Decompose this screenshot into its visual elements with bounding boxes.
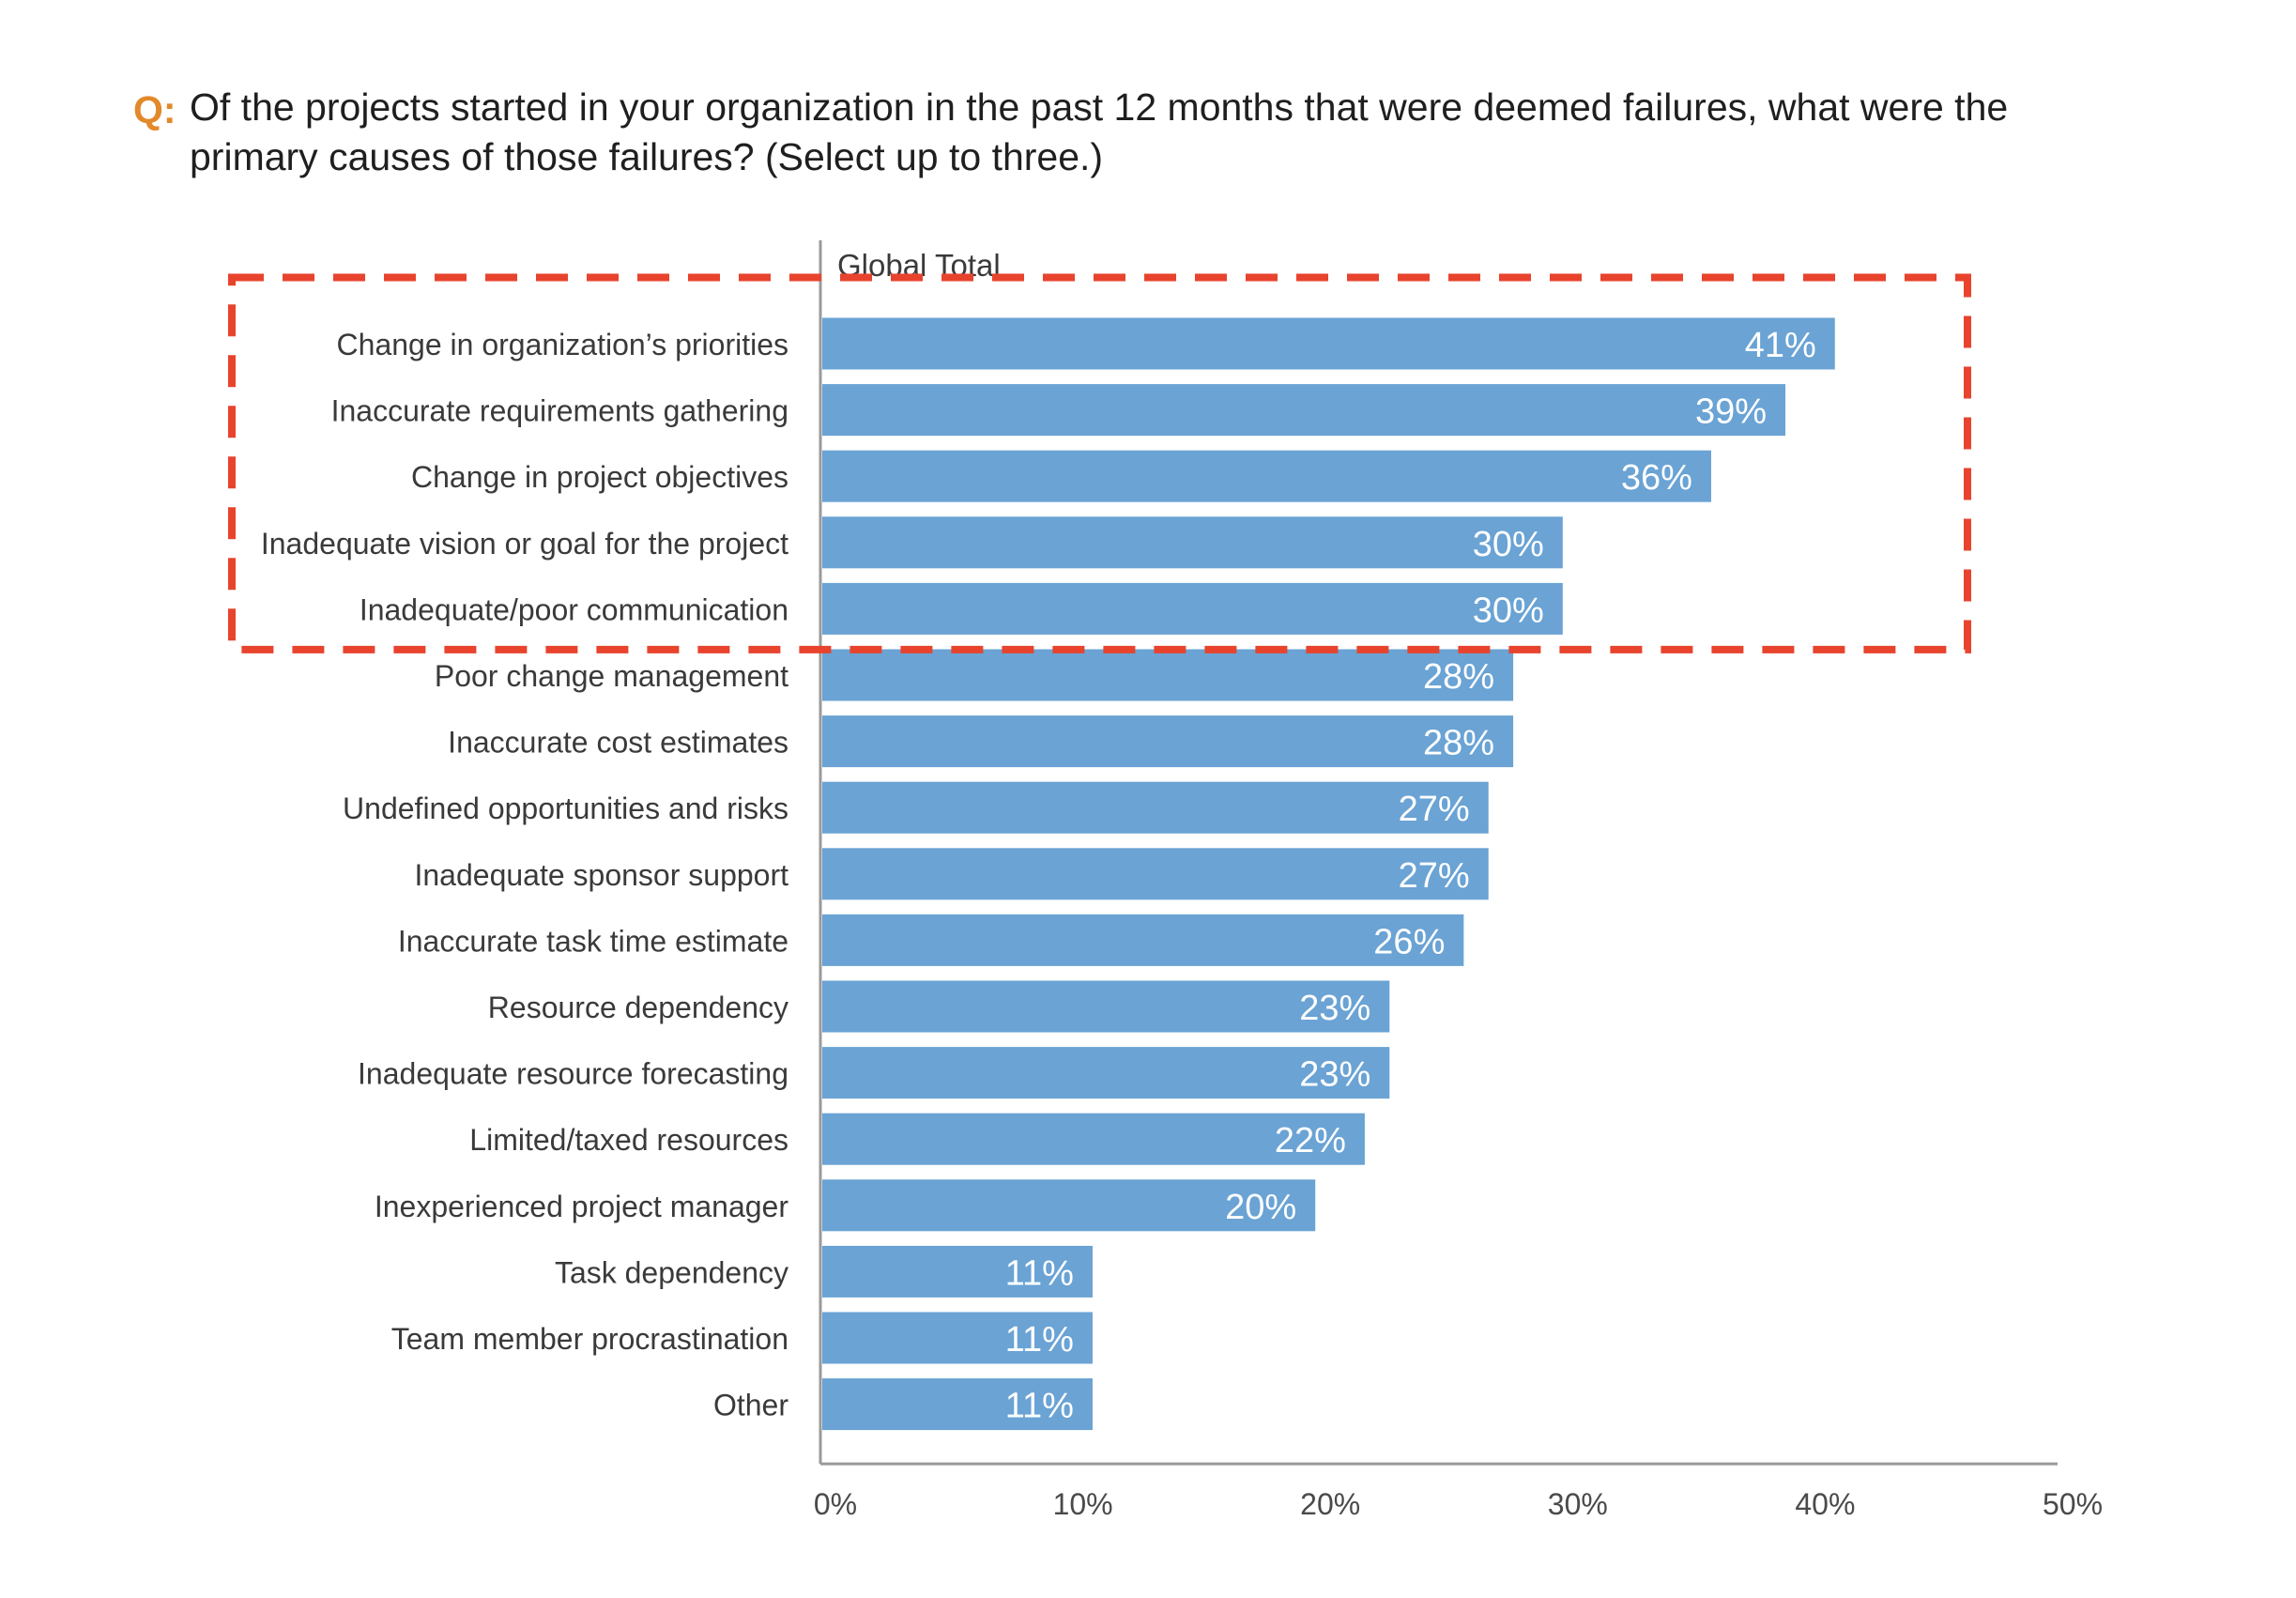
question: Q: Of the projects started in your organ…: [133, 83, 2142, 182]
bar: [822, 1179, 1316, 1232]
category-label: Other: [713, 1389, 788, 1422]
x-tick-label: 40%: [1795, 1487, 1855, 1521]
data-label: 41%: [1745, 326, 1816, 365]
data-label: 11%: [1005, 1320, 1074, 1360]
bar: [822, 848, 1489, 900]
data-label: 27%: [1399, 856, 1470, 896]
x-tick-label: 50%: [2043, 1487, 2103, 1521]
data-label: 11%: [1005, 1253, 1074, 1293]
data-label: 36%: [1621, 458, 1692, 498]
category-label: Change in organization’s priorities: [337, 328, 788, 361]
category-label: Inadequate sponsor support: [414, 858, 788, 892]
data-label: 26%: [1373, 922, 1445, 961]
x-tick-label: 20%: [1300, 1487, 1360, 1521]
bar: [822, 1113, 1365, 1165]
bar: [822, 384, 1786, 437]
bar: [822, 715, 1514, 768]
bar: [822, 914, 1464, 966]
x-tick-label: 0%: [814, 1487, 857, 1521]
data-label: 23%: [1299, 1055, 1370, 1095]
category-label: Task dependency: [555, 1255, 788, 1289]
bar: [822, 1378, 1093, 1431]
category-label: Inadequate/poor communication: [360, 592, 788, 626]
category-label: Inadequate resource forecasting: [358, 1057, 788, 1091]
highlight-box: [228, 273, 1971, 653]
data-label: 30%: [1473, 591, 1544, 630]
category-label: Inaccurate cost estimates: [448, 726, 788, 760]
category-label: Limited/taxed resources: [469, 1123, 788, 1157]
category-label: Change in project objectives: [411, 460, 788, 494]
category-label: Inaccurate task time estimate: [398, 924, 788, 958]
category-label: Poor change management: [435, 659, 788, 693]
x-tick-label: 30%: [1548, 1487, 1608, 1521]
bar: [822, 516, 1563, 569]
category-label: Undefined opportunities and risks: [343, 791, 788, 825]
bar: [822, 649, 1514, 701]
category-label: Inexperienced project manager: [375, 1190, 789, 1223]
x-tick-label: 10%: [1053, 1487, 1113, 1521]
bar: [822, 582, 1563, 635]
category-label: Team member procrastination: [391, 1322, 788, 1356]
data-label: 11%: [1005, 1387, 1074, 1426]
category-label: Resource dependency: [488, 991, 788, 1024]
bar: [822, 1047, 1390, 1099]
bar: [822, 1312, 1093, 1364]
category-label: Inadequate vision or goal for the projec…: [261, 527, 788, 561]
data-label: 28%: [1423, 657, 1494, 697]
data-label: 30%: [1473, 525, 1544, 564]
question-prefix: Q:: [133, 88, 176, 131]
data-label: 39%: [1695, 392, 1767, 432]
question-text: Of the projects started in your organiza…: [190, 85, 2009, 178]
bar: [822, 1245, 1093, 1298]
data-label: 23%: [1299, 989, 1370, 1028]
data-label: 20%: [1225, 1188, 1296, 1227]
bar: [822, 781, 1489, 834]
category-label: Inaccurate requirements gathering: [331, 394, 788, 428]
bar: [822, 980, 1390, 1033]
bar: [822, 317, 1835, 370]
data-label: 28%: [1423, 724, 1494, 763]
data-label: 22%: [1275, 1121, 1346, 1160]
bar: [822, 450, 1711, 502]
data-label: 27%: [1399, 790, 1470, 829]
